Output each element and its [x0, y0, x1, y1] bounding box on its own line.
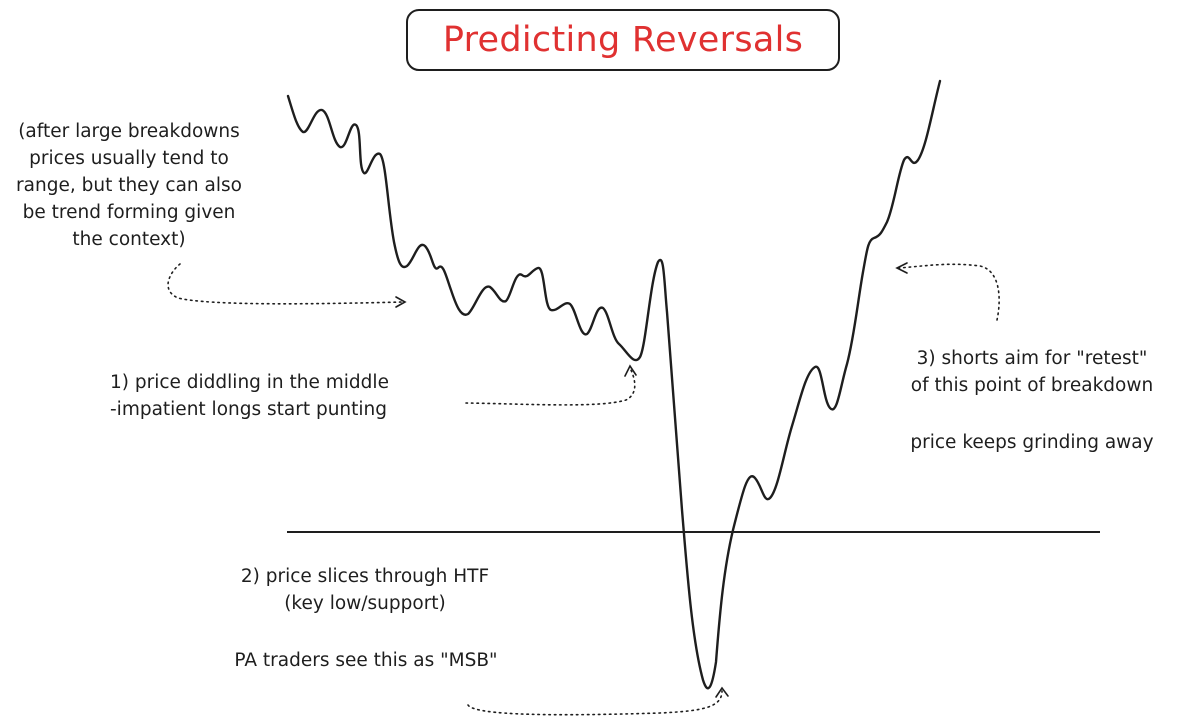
step2-line1: 2) price slices through HTF: [240, 566, 490, 587]
title-box: Predicting Reversals: [406, 9, 840, 71]
breakdown-note: (after large breakdowns prices usually t…: [16, 121, 242, 250]
step3-note: 3) shorts aim for "retest" of this point…: [910, 348, 1154, 396]
dotted-arrow-step2: [467, 686, 729, 716]
step2-line2: (key low/support): [284, 593, 446, 614]
dotted-arrow-step3: [895, 262, 1000, 321]
price-path: [286, 79, 942, 690]
dotted-arrow-range: [167, 263, 407, 308]
grinding-note: price keeps grinding away: [910, 432, 1154, 453]
step2-msb-note: PA traders see this as "MSB": [234, 650, 498, 671]
dotted-arrow-step1: [465, 364, 637, 406]
page-title: Predicting Reversals: [442, 20, 804, 60]
step1-note: 1) price diddling in the middle -impatie…: [110, 372, 389, 420]
